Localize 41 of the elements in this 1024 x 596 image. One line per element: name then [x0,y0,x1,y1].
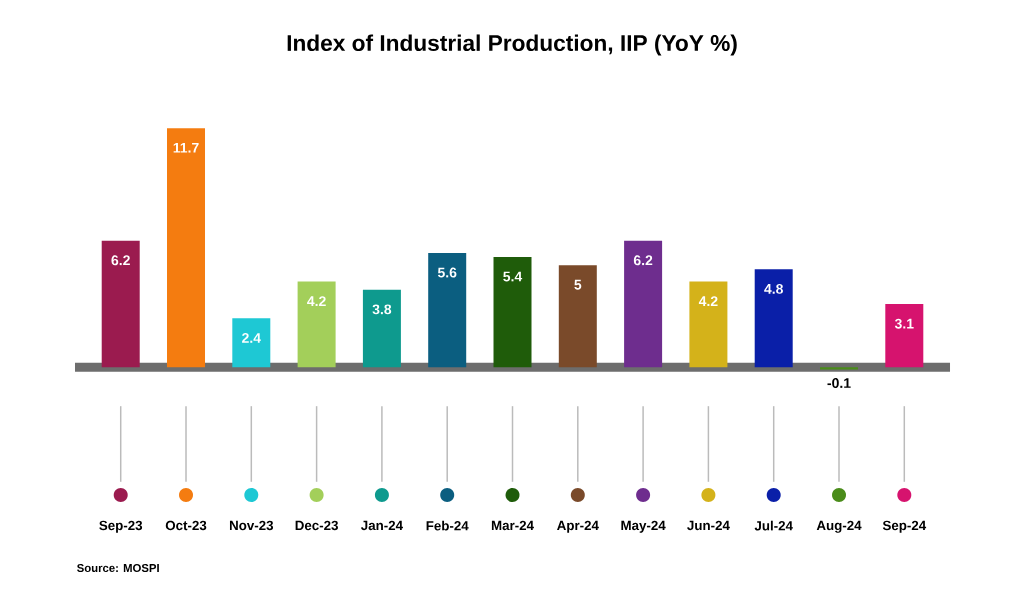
x-tick-label: Jul-24 [754,520,793,531]
data-label: 11.7 [173,142,199,153]
source-note: Source: MOSPI [77,564,159,573]
x-tick-label: Jun-24 [687,520,730,531]
x-tick-label: Mar-24 [491,520,534,531]
bar [167,128,206,368]
data-label: 5.6 [437,267,457,278]
x-tick-label: Dec-23 [295,520,338,531]
data-label: 4.2 [698,296,718,306]
x-tick-label: May-24 [621,520,666,533]
bar [428,252,467,368]
x-tick-label: Feb-24 [426,520,469,531]
bar [101,240,140,368]
data-label: 5 [574,279,582,290]
bar [297,281,336,368]
data-label: 6.2 [111,255,130,266]
x-tick-label: Jan-24 [360,520,403,531]
x-tick-label: Sep-23 [99,520,143,533]
data-label: 3.8 [372,304,392,315]
data-label: 3.1 [894,318,914,329]
bar [820,367,858,370]
bar [232,318,271,368]
bar [624,240,663,368]
bar [493,256,532,368]
x-tick-label: Apr-24 [557,520,599,533]
data-label: 2.4 [242,333,261,343]
data-label: 4.2 [307,296,326,306]
x-tick-label: Aug-24 [816,520,862,533]
bar [689,281,728,368]
x-tick-label: Oct-23 [165,520,207,531]
data-label: 6.2 [633,255,653,266]
data-label: 5.4 [503,271,523,282]
bar [885,303,924,368]
data-label: -0.1 [827,378,851,389]
bar [754,269,793,368]
x-tick-label: Sep-24 [882,520,927,533]
bar [362,289,401,368]
x-tick-label: Nov-23 [229,520,274,531]
chart-title: Index of Industrial Production, IIP (YoY %) [287,34,737,56]
bar [558,265,597,368]
data-label: 4.8 [764,283,783,294]
